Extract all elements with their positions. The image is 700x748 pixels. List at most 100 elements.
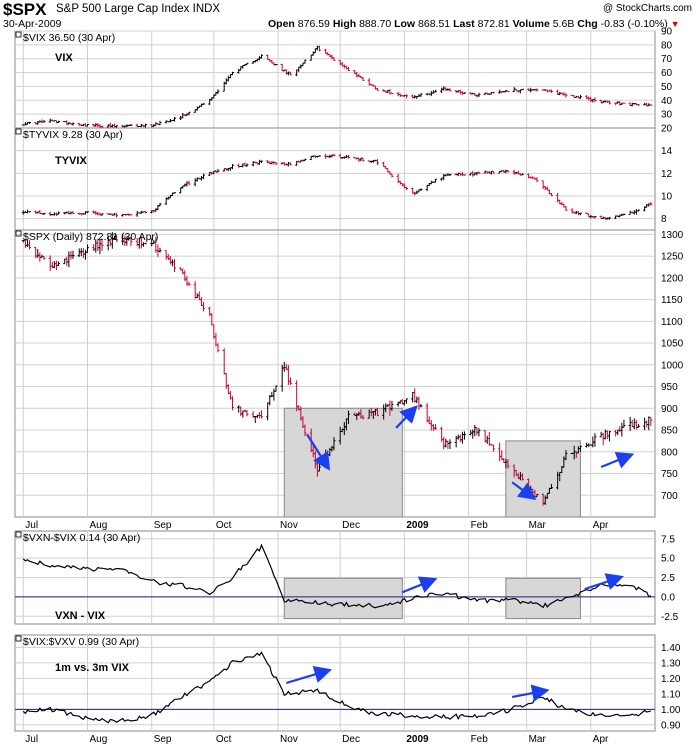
chg-value: -0.83 (-0.10%) xyxy=(600,18,668,30)
x-tick-label: Jul xyxy=(25,520,38,531)
annotation-arrow xyxy=(511,684,550,702)
y-tick-label: 1.10 xyxy=(661,689,681,700)
legend-swatch-icon xyxy=(15,128,22,135)
highlight-box xyxy=(505,577,581,620)
annotation-arrow xyxy=(600,452,635,469)
legend-swatch-icon xyxy=(15,230,22,237)
y-tick-label: 12 xyxy=(661,169,673,180)
panel-1: 20 30 40 50 60 70 80 90 $VIX 36.50 (30 Apr) VIX xyxy=(14,27,673,135)
index-name: S&P 500 Large Cap Index INDX xyxy=(56,3,220,15)
panel-label: 1m vs. 3m VIX xyxy=(55,662,130,674)
y-tick-label: 1100 xyxy=(661,317,683,328)
y-tick-label: 90 xyxy=(661,27,673,38)
x-tick-label: Nov xyxy=(280,520,298,531)
ohlc-summary: Open 876.59 High 888.70 Low 868.51 Last … xyxy=(268,18,680,30)
x-tick-label: Feb xyxy=(471,520,489,531)
open-value: 876.59 xyxy=(297,18,330,30)
y-tick-label: 1300 xyxy=(661,230,684,241)
series-line xyxy=(22,543,652,609)
panel-label: TYVIX xyxy=(55,155,87,167)
y-tick-label: 7.5 xyxy=(661,534,675,545)
chg-label: Chg xyxy=(577,18,598,30)
high-label: High xyxy=(332,18,357,30)
panel-4: -2.5 0.0 2.5 5.0 7.5 $VXN-$VIX 0.14 (30 Apr) V… xyxy=(14,530,679,625)
y-tick-label: 1050 xyxy=(661,339,684,350)
x-tick-label: Feb xyxy=(471,734,489,745)
symbol-title: $SPX xyxy=(3,0,47,19)
y-tick-label: 1.30 xyxy=(661,658,681,669)
panel-legend: $SPX (Daily) 872.81 (30 Apr) xyxy=(15,230,158,243)
y-tick-label: 800 xyxy=(661,447,678,458)
watermark: @ StockCharts.com xyxy=(602,3,692,14)
y-tick-label: 30 xyxy=(661,110,673,121)
x-tick-label: Sep xyxy=(154,520,172,531)
low-label: Low xyxy=(394,18,416,30)
x-tick-label: Dec xyxy=(342,520,360,531)
y-tick-label: 850 xyxy=(661,426,678,437)
last-value: 872.81 xyxy=(477,18,510,30)
panel-5: 0.90 1.00 1.10 1.20 1.30 1.40 $VIX:$VXV 0.99 (… xyxy=(14,634,681,732)
panel-label: VIX xyxy=(55,52,73,64)
panel-legend: $VIX:$VXV 0.99 (30 Apr) xyxy=(15,635,139,648)
panel-label: VXN - VIX xyxy=(55,610,106,622)
y-tick-label: 50 xyxy=(661,82,673,93)
x-tick-label: Jul xyxy=(25,734,38,745)
y-tick-label: 70 xyxy=(661,54,673,65)
x-axis-lower: Jul Aug Sep Oct Nov Dec 2009 Feb Mar Apr xyxy=(25,734,609,745)
y-tick-label: 750 xyxy=(661,469,678,480)
low-value: 868.51 xyxy=(418,18,451,30)
legend-text: $SPX (Daily) 872.81 (30 Apr) xyxy=(23,231,158,243)
y-tick-label: 10 xyxy=(661,192,673,203)
quote-date: 30-Apr-2009 xyxy=(3,18,62,30)
volume-value: 5.6B xyxy=(552,18,575,30)
x-tick-label: Sep xyxy=(154,734,172,745)
y-tick-label: 1.00 xyxy=(661,705,681,716)
y-tick-label: 1000 xyxy=(661,360,684,371)
legend-text: $VXN-$VIX 0.14 (30 Apr) xyxy=(23,532,140,544)
down-triangle-icon: ▼ xyxy=(670,19,680,29)
panel-legend: $TYVIX 9.28 (30 Apr) xyxy=(15,128,123,141)
y-tick-label: 1.20 xyxy=(661,674,681,685)
annotation-arrow xyxy=(286,665,332,685)
y-tick-label: 60 xyxy=(661,68,673,79)
open-label: Open xyxy=(268,18,295,30)
y-tick-label: 20 xyxy=(661,124,673,135)
y-tick-label: 14 xyxy=(661,146,673,157)
x-tick-label: Dec xyxy=(342,734,360,745)
x-tick-label: Apr xyxy=(593,520,609,531)
x-tick-label: Oct xyxy=(216,734,232,745)
y-tick-label: 40 xyxy=(661,96,673,107)
x-tick-label: Oct xyxy=(216,520,232,531)
y-tick-label: 1200 xyxy=(661,273,684,284)
panel-legend: $VIX 36.50 (30 Apr) xyxy=(15,31,115,44)
y-tick-label: 1150 xyxy=(661,295,683,306)
annotation-arrow xyxy=(306,433,331,471)
last-label: Last xyxy=(453,18,475,30)
legend-text: $VIX 36.50 (30 Apr) xyxy=(23,32,115,44)
y-tick-label: 80 xyxy=(661,40,673,51)
panel-frame xyxy=(14,634,656,732)
x-tick-label: Apr xyxy=(593,734,609,745)
panel-frame xyxy=(14,30,656,129)
x-tick-label: Mar xyxy=(529,520,547,531)
y-tick-label: 950 xyxy=(661,382,678,393)
y-tick-label: 700 xyxy=(661,491,678,502)
legend-swatch-icon xyxy=(15,531,22,538)
panel-frame xyxy=(14,127,656,231)
legend-swatch-icon xyxy=(15,31,22,38)
x-tick-label: Mar xyxy=(529,734,547,745)
y-tick-label: 8 xyxy=(661,214,667,225)
x-tick-label: Nov xyxy=(280,734,298,745)
annotation-arrow xyxy=(395,405,418,429)
y-tick-label: -2.5 xyxy=(661,612,679,623)
x-tick-label: Aug xyxy=(89,520,107,531)
annotation-arrow xyxy=(584,573,624,591)
x-tick-label: 2009 xyxy=(406,734,429,745)
legend-swatch-icon xyxy=(15,635,22,642)
high-value: 888.70 xyxy=(359,18,392,30)
x-tick-label: 2009 xyxy=(406,520,429,531)
y-tick-label: 2.5 xyxy=(661,573,675,584)
x-axis-upper: Jul Aug Sep Oct Nov Dec 2009 Feb Mar Apr xyxy=(25,520,609,531)
